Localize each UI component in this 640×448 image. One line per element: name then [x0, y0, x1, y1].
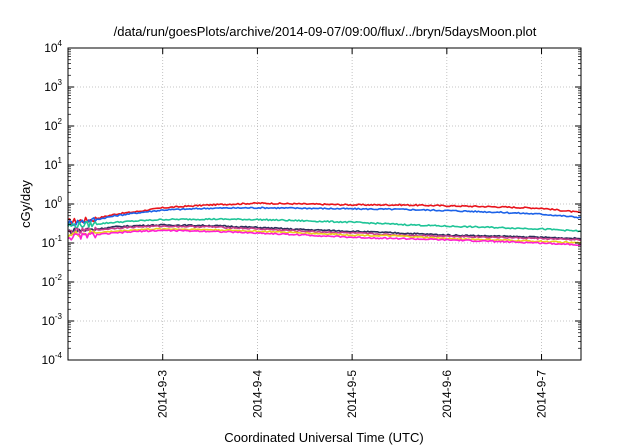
series-line [67, 217, 582, 233]
y-tick-label: 103 [44, 78, 62, 94]
y-tick-label-base: 10 [44, 41, 58, 55]
y-tick-label: 104 [44, 39, 62, 55]
series-group [67, 201, 582, 246]
y-tick-label: 101 [44, 156, 62, 172]
series-line [67, 223, 582, 240]
y-tick-label-exponent: -2 [55, 273, 63, 282]
y-tick-label-base: 10 [42, 353, 56, 367]
y-tick-label: 10-4 [42, 351, 63, 367]
series-line [67, 229, 582, 246]
y-tick-label-exponent: 4 [58, 39, 63, 48]
y-tick-label-exponent: 3 [58, 78, 63, 87]
y-tick-label: 10-3 [42, 312, 63, 328]
x-tick-label: 2014-9-7 [535, 370, 549, 418]
y-tick-label-base: 10 [44, 80, 58, 94]
y-tick-label-base: 10 [42, 236, 56, 250]
y-tick-label-exponent: -3 [55, 312, 63, 321]
x-tick-label: 2014-9-6 [440, 370, 454, 418]
x-tick-label: 2014-9-4 [250, 370, 264, 418]
y-tick-label-exponent: -1 [55, 234, 63, 243]
chart-title: /data/run/goesPlots/archive/2014-09-07/0… [114, 24, 537, 39]
x-axis-ticks: 2014-9-3 2014-9-4 2014-9-5 2014-9-6 2014-9-7 [156, 48, 549, 418]
y-tick-label-exponent: 1 [58, 156, 63, 165]
series-line [67, 224, 582, 242]
y-tick-label: 100 [44, 195, 62, 211]
y-tick-label-exponent: -4 [55, 351, 63, 360]
series-line [67, 206, 582, 227]
y-tick-label-exponent: 2 [58, 117, 63, 126]
series-line [67, 227, 582, 245]
x-tick-label: 2014-9-3 [156, 370, 170, 418]
y-tick-label: 10-2 [42, 273, 63, 289]
y-axis-label: cGy/day [18, 180, 33, 228]
x-axis-label: Coordinated Universal Time (UTC) [224, 430, 423, 445]
series-line [67, 201, 582, 225]
y-tick-label-base: 10 [42, 314, 56, 328]
y-tick-label-base: 10 [44, 119, 58, 133]
y-tick-label-base: 10 [42, 275, 56, 289]
y-tick-label-exponent: 0 [58, 195, 63, 204]
y-tick-label: 102 [44, 117, 62, 133]
y-tick-label: 10-1 [42, 234, 63, 250]
x-tick-label: 2014-9-5 [345, 370, 359, 418]
y-tick-label-base: 10 [44, 197, 58, 211]
y-tick-label-base: 10 [44, 158, 58, 172]
